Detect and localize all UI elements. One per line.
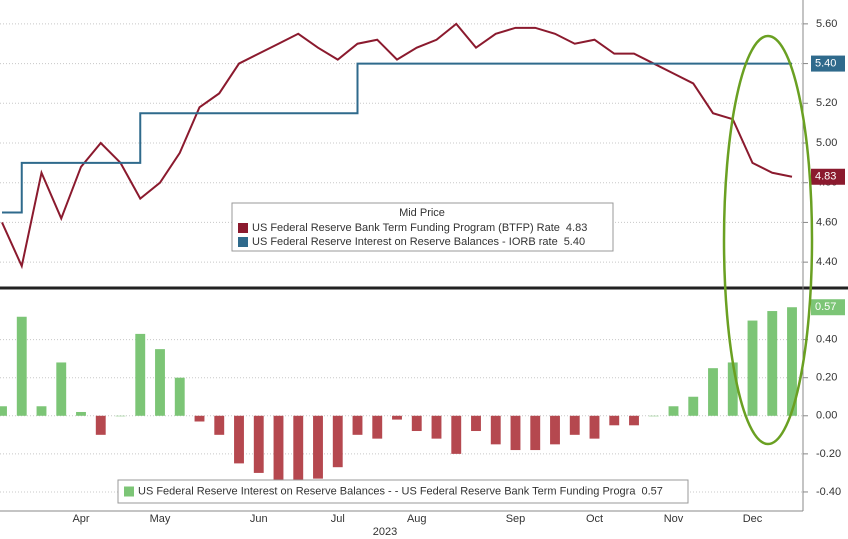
highlight-ellipse [722, 34, 814, 446]
legend-box [117, 479, 689, 504]
x-tick-label: Jul [331, 513, 345, 525]
value-label: 5.40 [815, 57, 836, 69]
bar [708, 368, 718, 416]
bar [234, 415, 244, 464]
bar [629, 415, 639, 426]
legend: US Federal Reserve Interest on Reserve B… [117, 479, 689, 504]
bar [293, 415, 304, 492]
legend-label: US Federal Reserve Interest on Reserve B… [138, 485, 636, 497]
x-tick-label: Dec [743, 513, 763, 525]
y-tick-label: 4.60 [816, 216, 837, 228]
y-tick-label: 5.20 [816, 97, 837, 109]
y-tick-label: 0.00 [816, 410, 837, 422]
bar [174, 377, 185, 416]
x-axis-label: 2023 [373, 526, 397, 538]
legend-value: 0.57 [641, 485, 662, 497]
bar [36, 406, 47, 416]
legend: Mid Price US Federal Reserve Bank Term F… [231, 202, 614, 252]
bar [352, 415, 363, 435]
bar [550, 415, 560, 445]
bar [747, 320, 758, 416]
bar [451, 415, 462, 454]
legend-label: US Federal Reserve Bank Term Funding Pro… [252, 222, 560, 234]
bar [135, 333, 146, 416]
bar [688, 396, 699, 416]
bar [530, 415, 541, 451]
bar [155, 349, 165, 416]
legend-label: US Federal Reserve Interest on Reserve B… [252, 236, 558, 248]
legend-box [231, 202, 614, 252]
line-series [2, 62, 792, 214]
bar [431, 415, 442, 439]
bar [56, 362, 67, 416]
value-label-box [811, 55, 845, 72]
bar [569, 415, 580, 435]
bar [648, 415, 659, 417]
x-tick-label: Aug [407, 513, 427, 525]
legend-value: 4.83 [566, 222, 587, 234]
legend-swatch [238, 223, 248, 233]
bar [392, 415, 402, 420]
bar [253, 415, 264, 473]
y-tick-label: -0.20 [816, 448, 841, 460]
line-series [1, 22, 793, 270]
bar [313, 415, 323, 479]
y-tick-label: 0.40 [816, 334, 837, 346]
bar [194, 415, 205, 422]
x-tick-label: Oct [586, 513, 603, 525]
y-tick-label: 4.40 [816, 256, 837, 268]
y-tick-label: 5.00 [816, 137, 837, 149]
bar [76, 411, 86, 416]
bar [214, 415, 225, 435]
x-tick-label: Sep [506, 513, 526, 525]
bar [589, 415, 600, 439]
bar [767, 311, 778, 416]
legend-swatch [238, 237, 248, 247]
y-tick-label: -0.40 [816, 486, 841, 498]
y-tick-label: 0.20 [816, 372, 837, 384]
bar [727, 362, 738, 416]
bar [510, 415, 521, 451]
legend-title: Mid Price [399, 207, 445, 219]
bar [490, 415, 501, 445]
x-tick-label: Nov [664, 513, 684, 525]
value-label: 4.83 [815, 171, 836, 183]
bar [95, 415, 106, 435]
bar [16, 316, 27, 416]
bar [668, 406, 679, 416]
bar [609, 415, 620, 426]
bar [115, 415, 126, 417]
bar [0, 406, 7, 416]
bar [787, 307, 797, 416]
y-tick-label: 5.60 [816, 18, 837, 30]
bar [273, 415, 284, 483]
value-label: 0.57 [815, 301, 836, 313]
bar [372, 415, 383, 439]
bar [471, 415, 481, 432]
value-label-box [811, 299, 845, 316]
x-tick-label: Jun [250, 513, 268, 525]
value-label-box [811, 168, 845, 185]
x-tick-label: Apr [72, 513, 89, 525]
legend-swatch [124, 486, 134, 497]
bar [411, 415, 422, 432]
x-tick-label: May [150, 513, 171, 525]
legend-value: 5.40 [564, 236, 585, 248]
bar [332, 415, 343, 468]
